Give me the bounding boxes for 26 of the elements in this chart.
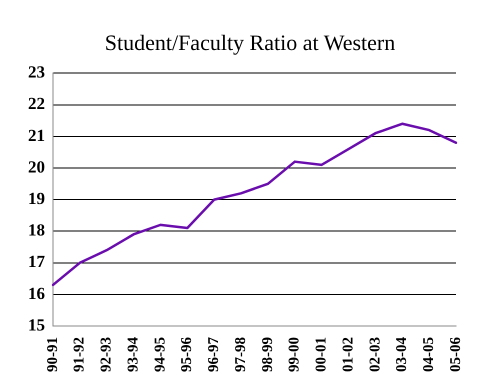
x-tick-label: 98-99 [260, 337, 276, 372]
x-tick-label: 02-03 [367, 337, 384, 372]
x-tick-label: 00-01 [314, 337, 330, 372]
y-tick-label: 15 [28, 315, 45, 334]
x-tick-label: 97-98 [232, 337, 249, 372]
y-tick-label: 20 [28, 157, 45, 176]
x-tick-label: 94-95 [152, 337, 168, 372]
y-tick-label: 17 [28, 252, 46, 272]
x-tick-label: 96-97 [206, 336, 222, 372]
y-tick-label: 22 [28, 94, 45, 114]
x-tick-label: 95-96 [179, 336, 196, 372]
x-tick-label: 04-05 [421, 337, 438, 372]
y-tick-label: 16 [28, 284, 45, 303]
y-tick-label: 18 [28, 220, 45, 240]
x-tick-label: 91-92 [72, 337, 88, 372]
x-tick-label: 01-02 [340, 337, 356, 372]
y-tick-label: 21 [28, 126, 45, 145]
x-tick-label: 92-93 [98, 337, 115, 372]
x-tick-label: 93-94 [125, 336, 142, 372]
x-tick-label: 05-06 [448, 336, 464, 372]
x-tick-label: 03-04 [394, 336, 410, 372]
x-tick-label: 90-91 [44, 337, 61, 372]
y-tick-label: 23 [28, 62, 45, 82]
y-tick-label: 19 [28, 188, 45, 208]
x-tick-label: 99-00 [286, 337, 303, 372]
chart-title: Student/Faculty Ratio at Western [104, 30, 396, 56]
